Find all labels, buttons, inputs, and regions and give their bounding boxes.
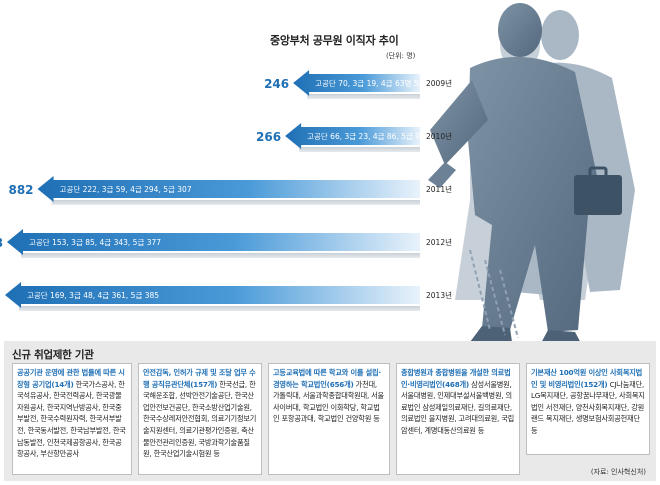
- bar-shadow: [51, 200, 421, 205]
- bar-shadow: [19, 306, 420, 311]
- panel-title: 신규 취업제한 기관: [12, 349, 94, 361]
- category-label: 2010년: [426, 131, 452, 141]
- bar-detail-label: 고공단 169, 3급 48, 4급 361, 5급 385: [27, 290, 159, 300]
- walking-men-illustration: [428, 3, 635, 345]
- bar-2011년: [37, 176, 421, 202]
- category-label: 2011년: [426, 184, 452, 194]
- bar-2012년: [7, 229, 421, 255]
- category-heading: 고등교육법에 따른 학교와 이를 설립·경영하는 학교법인(656개): [273, 368, 381, 389]
- bar-2009년: [293, 70, 420, 96]
- source-note: (자료: 인사혁신처): [590, 468, 646, 476]
- category-heading: 안전감독, 인허가 규제 및 조달 업무 수행 공직유관단체(157개): [143, 368, 256, 389]
- bar-value-label: 246: [264, 77, 289, 91]
- category-label: 2009년: [426, 78, 452, 88]
- bar-detail-label: 고공단 66, 3급 23, 4급 86, 5급 91: [307, 131, 425, 141]
- bar-shadow: [307, 94, 420, 99]
- category-body: 가천대, 가톨릭대, 서울과학종합대학원대, 서울사이버대, 학교법인 이화학당…: [273, 379, 384, 424]
- category-body: 한국선급, 한국해운조합, 선박안전기술공단, 한국산업안전보건공단, 한국소방…: [143, 379, 257, 459]
- category-heading: 종합병원과 종합병원을 개설한 의료법인·비영리법인(468개): [401, 368, 511, 389]
- category-box-universities: 고등교육법에 따른 학교와 이를 설립·경영하는 학교법인(656개) 가천대,…: [268, 363, 390, 475]
- category-heading: 기본재산 100억원 이상인 사회복지법인 및 비영리법인(152개): [531, 368, 643, 389]
- category-box-welfare-foundations: 기본재산 100억원 이상인 사회복지법인 및 비영리법인(152개) CJ나눔…: [526, 363, 650, 455]
- bar-value-label: 882: [8, 183, 33, 197]
- category-box-public-enterprise: 공공기관 운영에 관한 법률에 따른 시장형 공기업(14개) 한국가스공사, …: [12, 363, 132, 475]
- restricted-institutions-panel: 신규 취업제한 기관 공공기관 운영에 관한 법률에 따른 시장형 공기업(14…: [4, 341, 656, 481]
- category-box-public-service-bodies: 안전감독, 인허가 규제 및 조달 업무 수행 공직유관단체(157개) 한국선…: [138, 363, 262, 475]
- category-label: 2012년: [426, 237, 452, 247]
- bar-2013년: [5, 282, 420, 308]
- briefcase-icon: [574, 166, 622, 215]
- bar-shadow: [21, 253, 421, 258]
- chart-unit: (단위: 명): [386, 52, 416, 60]
- category-label: 2013년: [426, 290, 452, 300]
- category-box-hospitals: 종합병원과 종합병원을 개설한 의료법인·비영리법인(468개) 삼성서울병원,…: [396, 363, 520, 475]
- category-body: 삼성서울병원, 서울대병원, 인제대부설서울백병원, 의료법인 삼성제일의료재단…: [401, 379, 515, 435]
- bar-value-label: 266: [256, 130, 281, 144]
- category-body: 한국가스공사, 한국석유공사, 한국전력공사, 한국광물자원공사, 한국지역난방…: [17, 379, 126, 459]
- bar-value-label: 958: [0, 236, 3, 250]
- bar-detail-label: 고공단 222, 3급 59, 4급 294, 5급 307: [60, 184, 192, 194]
- category-heading: 공공기관 운영에 관한 법률에 따른 시장형 공기업(14개): [17, 368, 125, 389]
- bar-detail-label: 고공단 153, 3급 85, 4급 343, 5급 377: [29, 237, 161, 247]
- category-body: CJ나눔재단, LG복지재단, 공항꿈나무재단, 사회복지법인 서전재단, 양천…: [531, 379, 645, 435]
- bar-detail-label: 고공단 70, 3급 19, 4급 63명 5급 94: [315, 78, 437, 88]
- bar-value-label: 963: [0, 289, 1, 303]
- chart-title: 중앙부처 공무원 이직자 추이: [270, 34, 399, 47]
- bar-shadow: [299, 147, 420, 152]
- bar-2010년: [285, 123, 420, 149]
